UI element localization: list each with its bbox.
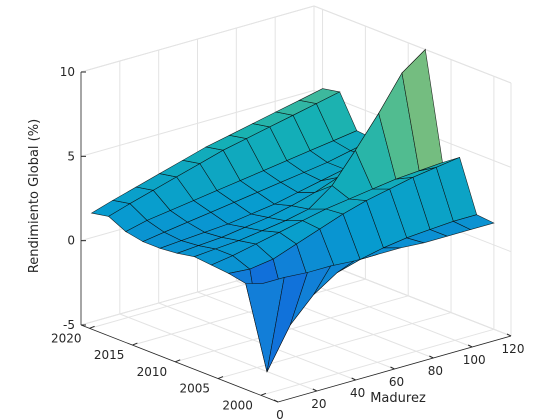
wall-grid-z2 — [313, 258, 512, 337]
floor-grid-y — [217, 312, 452, 380]
z-tick-label: 5 — [67, 149, 75, 163]
x-tick-label: 20 — [311, 397, 326, 411]
floor-grid-y — [132, 278, 366, 346]
z-tick-label: -5 — [63, 318, 75, 332]
tick-layer: 0 20 40 60 80 100 120 2000 2005 2010 2015 2020-5 0 5 1… — [51, 65, 524, 420]
x-tick-label: 40 — [350, 386, 365, 400]
wall-grid-z2 — [313, 5, 512, 84]
y-tick-mark — [89, 325, 95, 329]
floor-grid-x — [119, 313, 318, 392]
x-tick-mark — [506, 333, 512, 337]
x-tick-mark — [429, 355, 434, 359]
y-axis-line — [80, 324, 279, 403]
x-tick-mark — [467, 344, 473, 348]
x-tick-label: 60 — [389, 375, 404, 389]
x-tick-label: 120 — [502, 342, 525, 356]
floor-grid-x — [197, 291, 395, 370]
x-tick-mark — [351, 377, 356, 381]
y-tick-label: 2000 — [222, 398, 253, 412]
x-axis-label: Madurez — [370, 391, 426, 406]
floor-grid-y — [260, 328, 495, 396]
x-tick-label: 100 — [463, 353, 486, 367]
y-tick-label: 2020 — [51, 331, 82, 345]
x-tick-mark — [390, 366, 395, 370]
x-tick-label: 80 — [428, 364, 443, 378]
y-tick-mark — [260, 392, 267, 396]
z-tick-label: 0 — [67, 234, 75, 248]
y-tick-mark — [132, 342, 138, 346]
y-tick-label: 2010 — [137, 365, 168, 379]
x-tick-mark — [312, 388, 318, 392]
x-tick-mark — [273, 399, 279, 403]
surface-layer — [90, 48, 495, 373]
z-axis-label: Rendimiento Global (%) — [27, 119, 42, 273]
x-tick-label: 0 — [276, 408, 284, 420]
floor-grid-y — [175, 295, 409, 363]
y-tick-label: 2005 — [179, 382, 210, 396]
wall-grid-z — [80, 5, 315, 73]
surface-patch — [452, 214, 495, 230]
y-tick-mark — [175, 359, 181, 363]
y-tick-label: 2015 — [94, 348, 125, 362]
floor-grid-x — [158, 302, 356, 381]
z-tick-label: 10 — [60, 65, 75, 79]
y-tick-mark — [217, 376, 224, 380]
wall-grid-z — [80, 89, 315, 157]
